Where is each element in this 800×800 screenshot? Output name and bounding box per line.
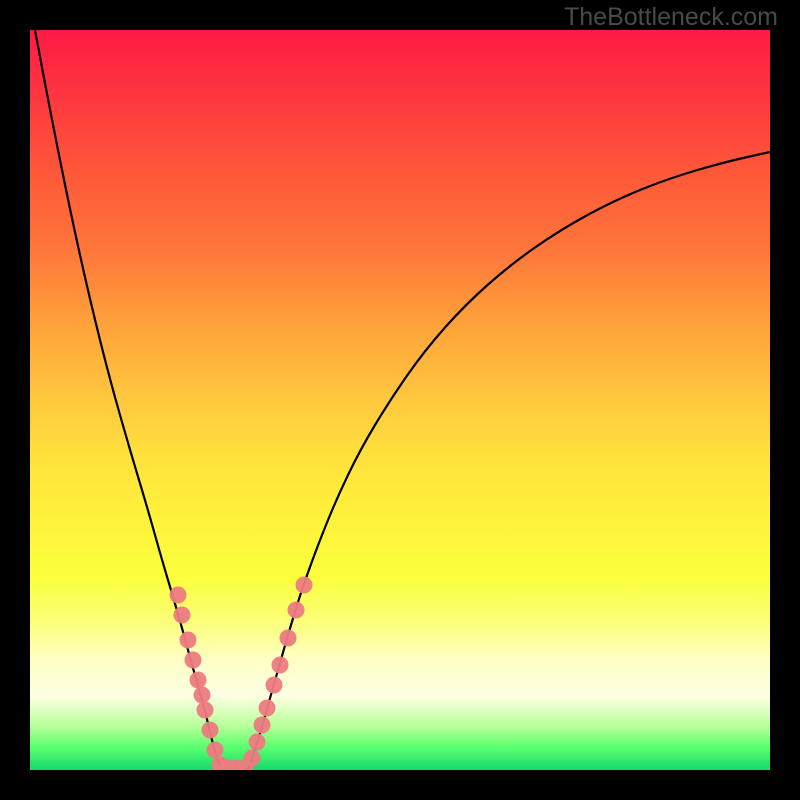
- data-marker: [170, 587, 187, 604]
- data-marker: [185, 652, 202, 669]
- data-marker: [254, 717, 271, 734]
- data-marker: [197, 702, 214, 719]
- data-marker: [174, 607, 191, 624]
- marker-group: [170, 577, 313, 771]
- bottleneck-curve: [35, 30, 770, 770]
- data-marker: [244, 750, 261, 767]
- chart-container: TheBottleneck.com: [0, 0, 800, 800]
- data-marker: [207, 742, 224, 759]
- data-marker: [180, 632, 197, 649]
- data-marker: [266, 677, 283, 694]
- data-marker: [296, 577, 313, 594]
- watermark-text: TheBottleneck.com: [564, 3, 778, 32]
- data-marker: [202, 722, 219, 739]
- data-marker: [288, 602, 305, 619]
- data-marker: [194, 687, 211, 704]
- data-marker: [249, 734, 266, 751]
- data-marker: [259, 700, 276, 717]
- data-marker: [272, 657, 289, 674]
- curve-layer: [30, 30, 770, 770]
- data-marker: [280, 630, 297, 647]
- data-marker: [190, 672, 207, 689]
- plot-area: [30, 30, 770, 770]
